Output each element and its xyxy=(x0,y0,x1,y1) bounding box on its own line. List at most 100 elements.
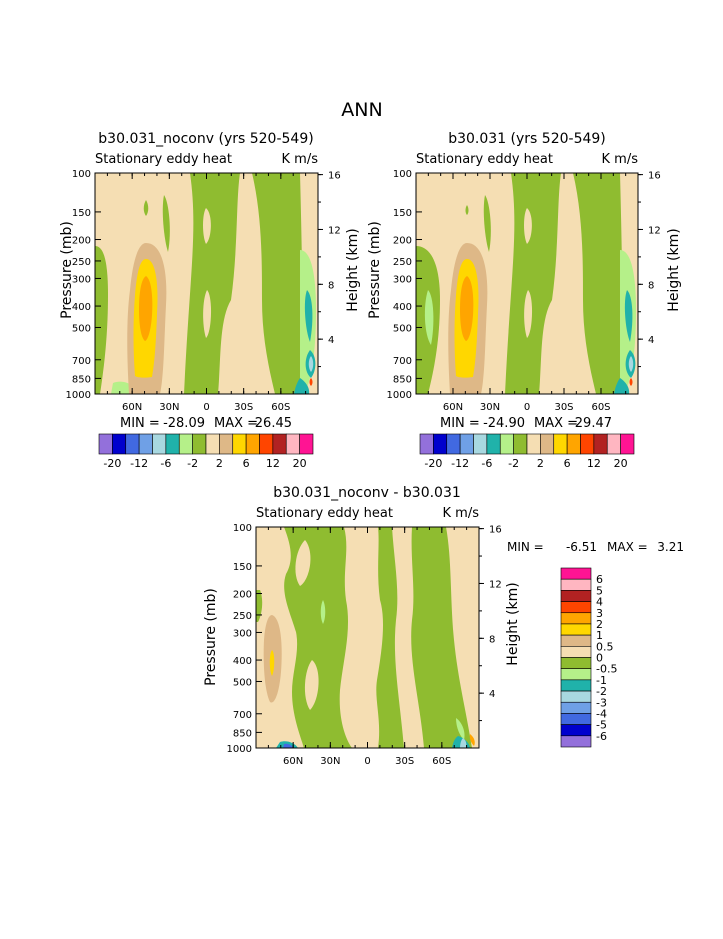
colorbar-label: -12 xyxy=(451,457,469,470)
colorbar-cell xyxy=(560,679,592,692)
panel-3-subtitle-right: K m/s xyxy=(443,506,480,521)
y-tick-label: 150 xyxy=(72,208,91,219)
contour-fill xyxy=(469,734,475,746)
contour-fill xyxy=(424,290,434,345)
panel-1-subtitle-right: K m/s xyxy=(282,152,319,167)
colorbar-cell xyxy=(560,601,592,614)
colorbar-cell xyxy=(560,612,592,625)
colorbar-cell xyxy=(232,433,247,455)
contour-fill xyxy=(139,276,153,341)
colorbar-cell xyxy=(620,433,635,455)
colorbar-label: 6 xyxy=(596,573,603,586)
colorbar-label: -0.5 xyxy=(596,663,617,676)
colorbar-cell xyxy=(540,433,555,455)
panel-3-min-value: -6.51 xyxy=(566,540,597,554)
panel-1-max-value: 26.45 xyxy=(255,416,292,431)
colorbar-cell xyxy=(245,433,260,455)
colorbar-label: -2 xyxy=(508,457,519,470)
panel-3-max-value: 3.21 xyxy=(657,540,684,554)
x-tick-label: 30N xyxy=(480,402,500,413)
contour-fill xyxy=(95,246,108,394)
colorbar-cell xyxy=(192,433,207,455)
y-tick-label: 850 xyxy=(233,728,252,739)
panel-2-max-value: 29.47 xyxy=(575,416,612,431)
y-right-tick-label: 8 xyxy=(489,634,495,645)
colorbar-label: 2 xyxy=(216,457,223,470)
colorbar-cell xyxy=(125,433,140,455)
x-tick-label: 30N xyxy=(320,756,340,767)
y-right-tick-label: 4 xyxy=(648,335,654,346)
contour-fill xyxy=(143,200,149,216)
colorbar-cell xyxy=(560,567,592,580)
y-tick-label: 700 xyxy=(72,356,91,367)
contour-fill xyxy=(184,173,240,394)
panel-2-subtitle-right: K m/s xyxy=(602,152,639,167)
contour-fill xyxy=(295,540,311,586)
colorbar-cell xyxy=(486,433,501,455)
contour-fill xyxy=(308,356,314,372)
colorbar-label: 2 xyxy=(537,457,544,470)
y-tick-label: 250 xyxy=(72,257,91,268)
colorbar-cell xyxy=(219,433,234,455)
colorbar-cell xyxy=(560,690,592,703)
contour-fill xyxy=(304,290,313,342)
y-tick-label: 850 xyxy=(393,374,412,385)
colorbar-cell xyxy=(560,646,592,658)
colorbar-label: -6 xyxy=(160,457,171,470)
colorbar-cell xyxy=(299,433,314,455)
x-tick-label: 60N xyxy=(443,402,463,413)
colorbar-label: -12 xyxy=(130,457,148,470)
panel-1-colorbar: -20 -12 -6 -2 2 6 12 20 xyxy=(98,433,314,470)
x-tick-label: 30S xyxy=(554,402,573,413)
contour-fill xyxy=(465,205,469,215)
panel-1-ylabel-right: Height (km) xyxy=(345,228,361,311)
contour-fill xyxy=(505,173,561,394)
colorbar-cell xyxy=(593,433,608,455)
contour-fill xyxy=(456,718,465,740)
colorbar-label: 4 xyxy=(596,596,603,609)
y-tick-label: 400 xyxy=(393,302,412,313)
y-right-tick-label: 12 xyxy=(648,225,661,236)
colorbar-cell xyxy=(138,433,153,455)
x-tick-label: 0 xyxy=(364,756,370,767)
y-tick-label: 500 xyxy=(233,677,252,688)
y-right-tick-label: 16 xyxy=(648,171,661,182)
colorbar-label: -5 xyxy=(596,719,607,732)
colorbar-label: 20 xyxy=(293,457,307,470)
contour-fill xyxy=(269,650,275,676)
colorbar-cell xyxy=(560,701,592,714)
panel-2-axes: 60N 30N 0 30S 60S 100 150 200 250 300 400 500 700 850… xyxy=(387,169,661,413)
contour-fill xyxy=(339,527,384,748)
y-tick-label: 1000 xyxy=(387,390,412,401)
x-tick-label: 0 xyxy=(524,402,530,413)
colorbar-label: -2 xyxy=(187,457,198,470)
panel-1-title: b30.031_noconv (yrs 520-549) xyxy=(98,131,313,147)
y-right-tick-label: 12 xyxy=(328,225,341,236)
contour-fill xyxy=(524,290,533,338)
colorbar-cell xyxy=(205,433,220,455)
colorbar-label: -2 xyxy=(596,685,607,698)
contour-fill xyxy=(629,378,633,386)
y-tick-label: 200 xyxy=(233,590,252,601)
panel-1-min-label: MIN = xyxy=(120,416,160,431)
contour-fill xyxy=(203,290,212,338)
y-tick-label: 250 xyxy=(393,257,412,268)
y-tick-label: 300 xyxy=(233,628,252,639)
panel-1-axes: 60N 30N 0 30S 60S 100 150 200 250 300 400 500 700 850… xyxy=(66,169,341,413)
colorbar-cell xyxy=(560,578,592,591)
y-tick-label: 500 xyxy=(393,323,412,334)
colorbar-label: 2 xyxy=(596,618,603,631)
colorbar-cell xyxy=(560,623,592,636)
colorbar-label: 1 xyxy=(596,629,603,642)
colorbar-cell xyxy=(419,433,434,455)
colorbar-label: 12 xyxy=(587,457,601,470)
panel-2-max-label: MAX = xyxy=(534,416,578,431)
colorbar-label: 0.5 xyxy=(596,640,614,653)
colorbar-label: 6 xyxy=(243,457,250,470)
x-tick-label: 30S xyxy=(234,402,253,413)
colorbar-cell xyxy=(473,433,488,455)
panel-3-title: b30.031_noconv - b30.031 xyxy=(273,485,461,501)
contour-fill xyxy=(309,378,313,386)
x-tick-label: 60S xyxy=(271,402,290,413)
colorbar-cell xyxy=(433,433,448,455)
